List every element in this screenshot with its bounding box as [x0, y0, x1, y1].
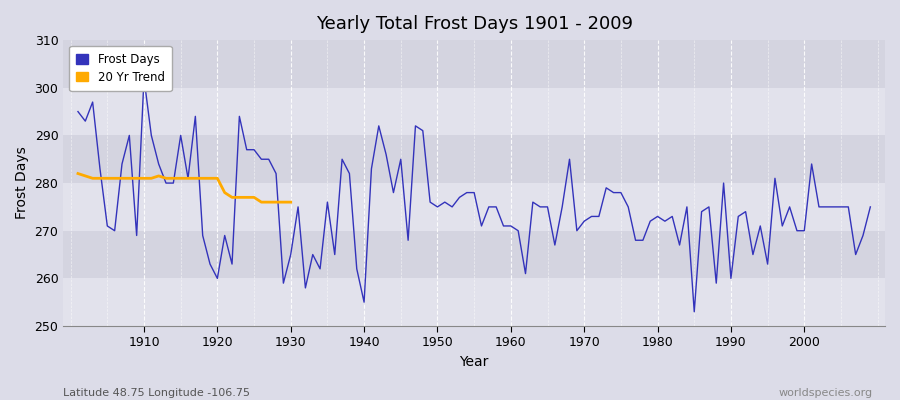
Bar — [63, 40, 885, 88]
Y-axis label: Frost Days: Frost Days — [15, 147, 29, 220]
Text: Latitude 48.75 Longitude -106.75: Latitude 48.75 Longitude -106.75 — [63, 388, 250, 398]
Title: Yearly Total Frost Days 1901 - 2009: Yearly Total Frost Days 1901 - 2009 — [316, 15, 633, 33]
Bar — [63, 231, 885, 278]
X-axis label: Year: Year — [460, 355, 489, 369]
Bar — [63, 88, 885, 136]
Bar — [63, 278, 885, 326]
Legend: Frost Days, 20 Yr Trend: Frost Days, 20 Yr Trend — [69, 46, 172, 91]
Bar — [63, 183, 885, 231]
Bar — [63, 136, 885, 183]
Text: worldspecies.org: worldspecies.org — [778, 388, 873, 398]
